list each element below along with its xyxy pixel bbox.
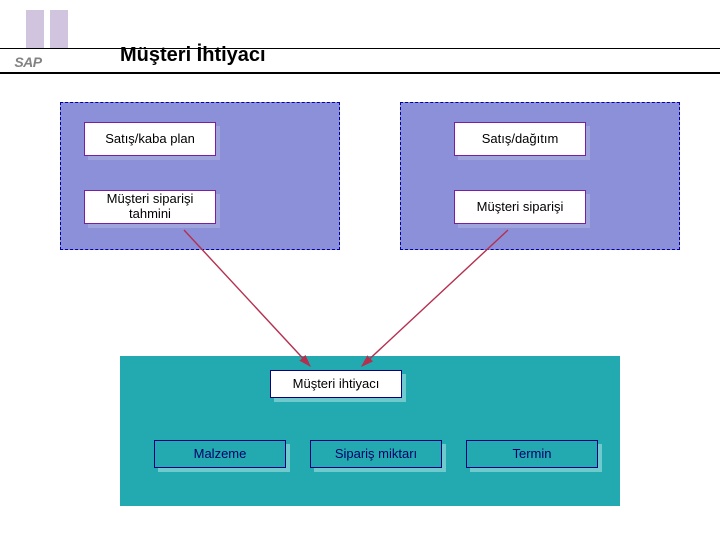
- logo-decoration: [50, 10, 68, 48]
- page-title: Müşteri İhtiyacı: [120, 44, 266, 67]
- result-field-0: Malzeme: [154, 440, 286, 468]
- result-title-box: Müşteri ihtiyacı: [270, 370, 402, 398]
- result-field-2: Termin: [466, 440, 598, 468]
- right-box-0: Satış/dağıtım: [454, 122, 586, 156]
- logo-decoration: [26, 10, 44, 48]
- header-divider: [0, 48, 720, 74]
- left-box-1: Müşteri siparişitahmini: [84, 190, 216, 224]
- right-box-1: Müşteri siparişi: [454, 190, 586, 224]
- result-field-1: Sipariş miktarı: [310, 440, 442, 468]
- sap-logo: SAP: [8, 52, 48, 72]
- left-box-0: Satış/kaba plan: [84, 122, 216, 156]
